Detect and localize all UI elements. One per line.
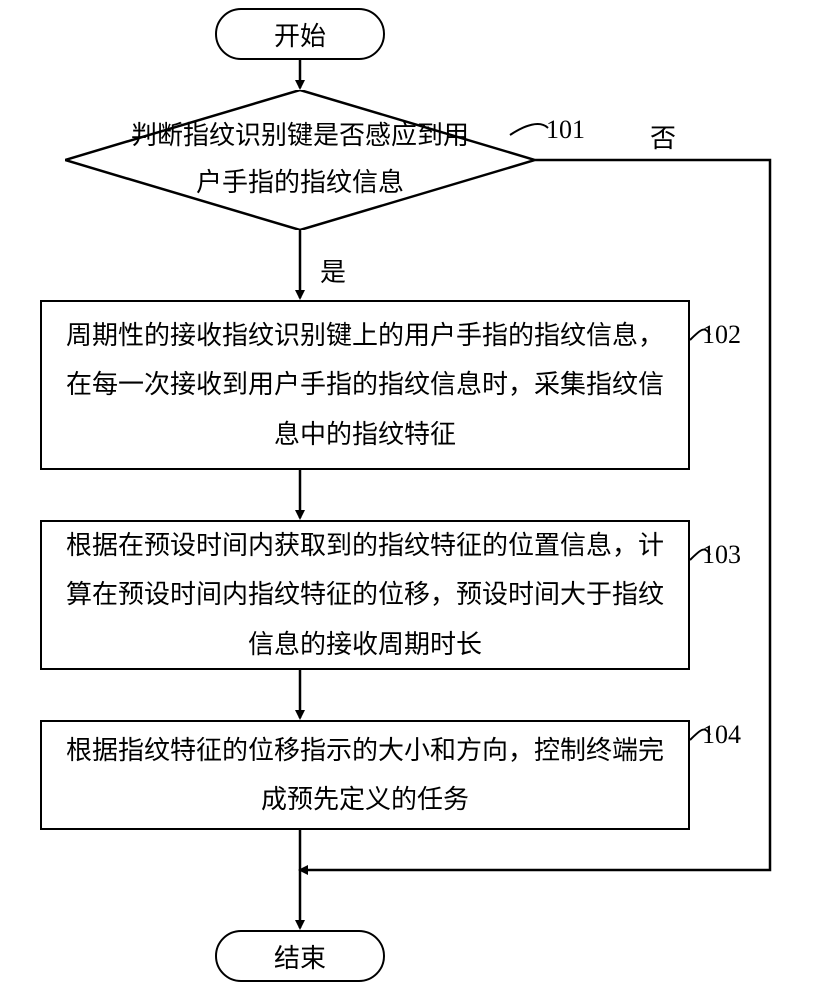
end-label: 结束 bbox=[274, 938, 326, 975]
step-label-104: 104 bbox=[702, 720, 741, 750]
no-label: 否 bbox=[650, 118, 676, 155]
decision-node: 判断指纹识别键是否感应到用 户手指的指纹信息 bbox=[65, 90, 535, 230]
process-102: 周期性的接收指纹识别键上的用户手指的指纹信息，在每一次接收到用户手指的指纹信息时… bbox=[40, 300, 690, 470]
step-label-103: 103 bbox=[702, 540, 741, 570]
process-104-text: 根据指纹特征的位移指示的大小和方向，控制终端完成预先定义的任务 bbox=[62, 726, 668, 825]
process-102-text: 周期性的接收指纹识别键上的用户手指的指纹信息，在每一次接收到用户手指的指纹信息时… bbox=[62, 311, 668, 459]
step-label-101: 101 bbox=[546, 115, 585, 145]
yes-label: 是 bbox=[320, 252, 346, 289]
end-node: 结束 bbox=[215, 930, 385, 982]
step-label-102: 102 bbox=[702, 320, 741, 350]
flowchart-canvas: 开始 判断指纹识别键是否感应到用 户手指的指纹信息 周期性的接收指纹识别键上的用… bbox=[0, 0, 823, 1000]
decision-text-line1: 判断指纹识别键是否感应到用 bbox=[131, 121, 469, 150]
process-103-text: 根据在预设时间内获取到的指纹特征的位置信息，计算在预设时间内指纹特征的位移，预设… bbox=[62, 521, 668, 669]
start-label: 开始 bbox=[274, 16, 326, 53]
process-104: 根据指纹特征的位移指示的大小和方向，控制终端完成预先定义的任务 bbox=[40, 720, 690, 830]
decision-text-line2: 户手指的指纹信息 bbox=[196, 168, 404, 197]
start-node: 开始 bbox=[215, 8, 385, 60]
process-103: 根据在预设时间内获取到的指纹特征的位置信息，计算在预设时间内指纹特征的位移，预设… bbox=[40, 520, 690, 670]
